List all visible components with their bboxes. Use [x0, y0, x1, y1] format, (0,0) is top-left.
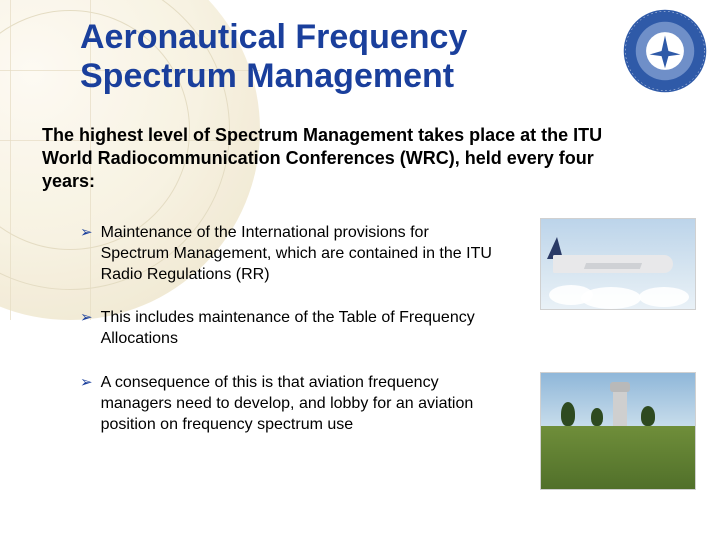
- bullet-arrow-icon: ➢: [80, 373, 93, 393]
- list-item: ➢ This includes maintenance of the Table…: [80, 307, 500, 349]
- bullet-arrow-icon: ➢: [80, 223, 93, 243]
- bullet-text: This includes maintenance of the Table o…: [101, 307, 500, 349]
- bullet-list: ➢ Maintenance of the International provi…: [80, 222, 500, 457]
- airplane-photo: [540, 218, 696, 310]
- intro-paragraph: The highest level of Spectrum Management…: [42, 124, 642, 193]
- list-item: ➢ Maintenance of the International provi…: [80, 222, 500, 285]
- icao-logo-icon: [622, 8, 708, 94]
- bullet-arrow-icon: ➢: [80, 308, 93, 328]
- airfield-photo: [540, 372, 696, 490]
- bullet-text: Maintenance of the International provisi…: [101, 222, 500, 285]
- slide-title: Aeronautical Frequency Spectrum Manageme…: [80, 18, 600, 96]
- list-item: ➢ A consequence of this is that aviation…: [80, 372, 500, 435]
- slide: Aeronautical Frequency Spectrum Manageme…: [0, 0, 720, 540]
- bullet-text: A consequence of this is that aviation f…: [101, 372, 500, 435]
